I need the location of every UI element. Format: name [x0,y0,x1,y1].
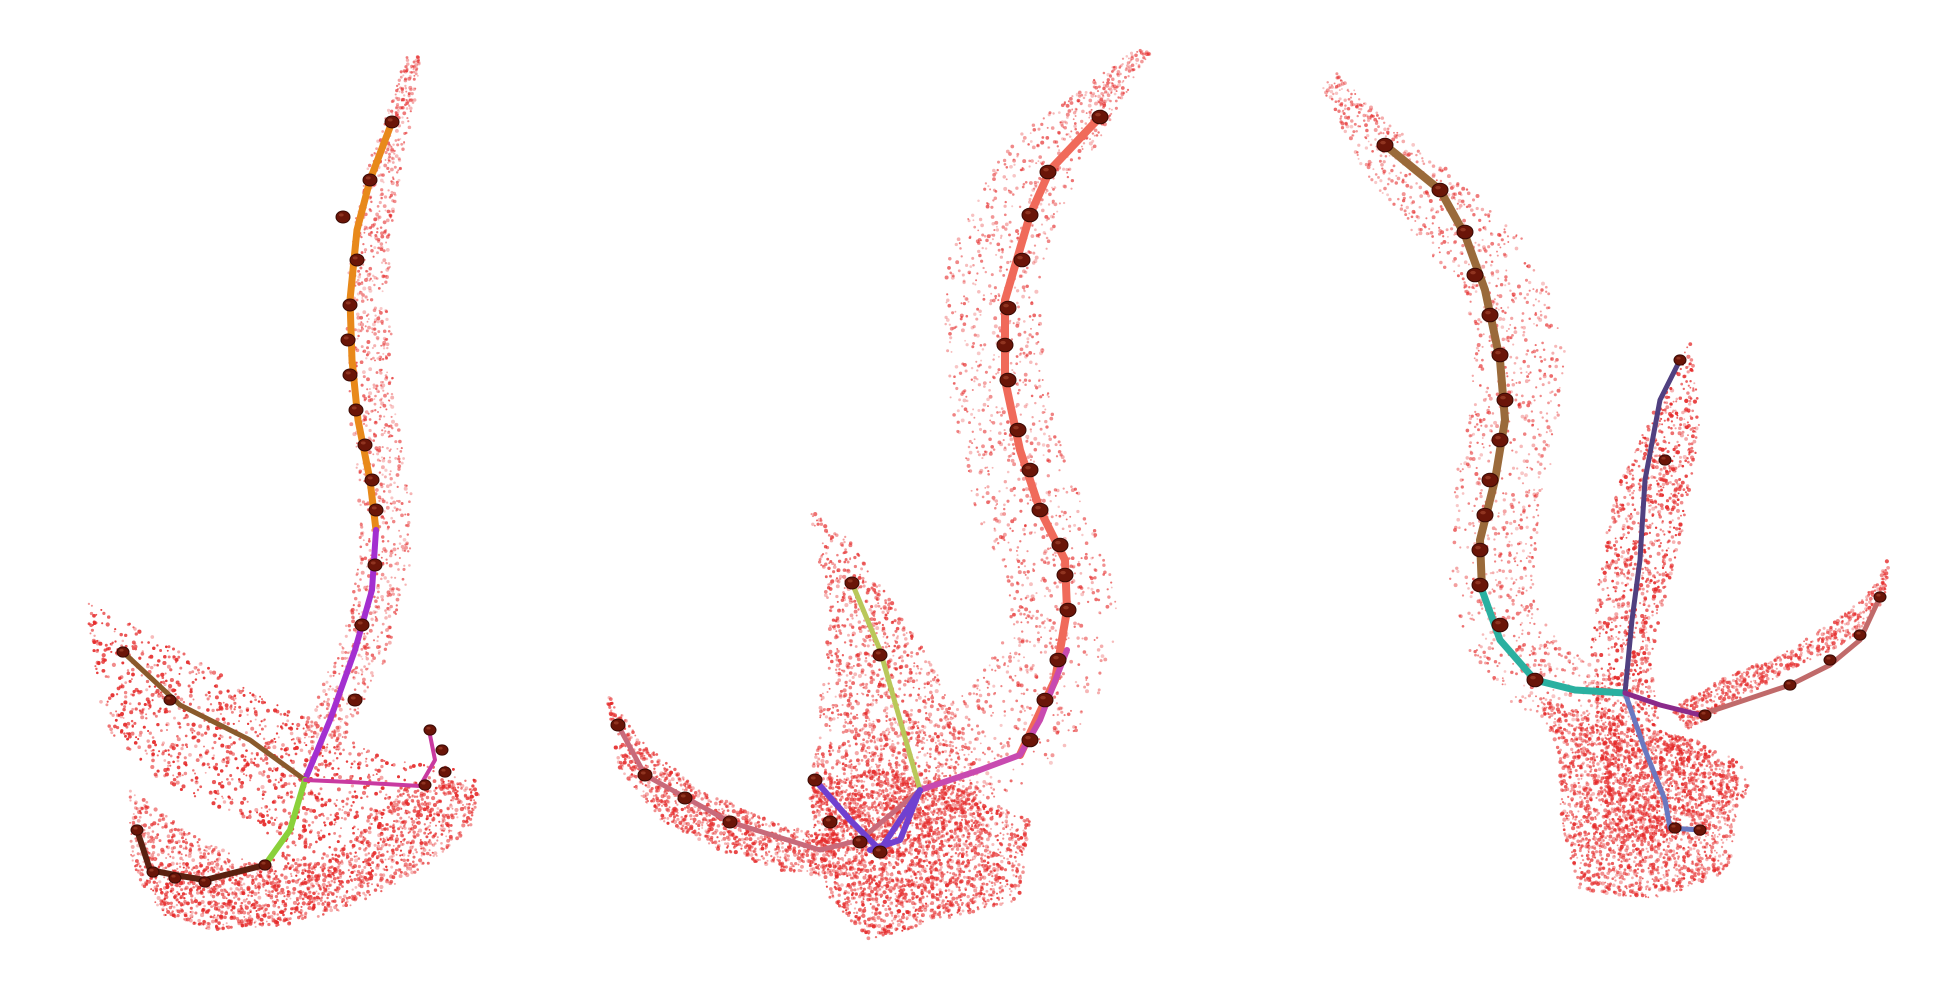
skeleton-stem [1001,113,1104,759]
base-cloud [128,780,480,931]
skeleton-leaf-left [615,722,923,853]
stem-cloud [861,48,1152,829]
skeleton-base [262,777,308,868]
joints-stem [1376,137,1544,688]
skeleton-leaf-middle [1622,357,1683,696]
joints-leaves [1658,354,1887,836]
joints-stem [996,109,1109,748]
skeleton-base-branch [812,777,923,853]
skeleton-leaf-middle [849,580,923,793]
plant-view-1 [87,55,480,931]
joints-leaves [610,576,888,859]
joints-stem [335,115,400,707]
leaf-middle-cloud [808,512,982,859]
skeleton-leaf-left [120,649,308,783]
skeleton-stem-upper [346,118,396,534]
plant-view-3 [1322,72,1890,899]
stem-cloud [1322,72,1635,746]
plant-view-2 [606,48,1152,941]
base-cloud [1540,701,1740,899]
leaf-middle-cloud [1590,342,1750,842]
joints-leaves [116,646,452,888]
skeleton-stem-upper [1381,141,1509,594]
skeleton-junction [1622,690,1703,718]
